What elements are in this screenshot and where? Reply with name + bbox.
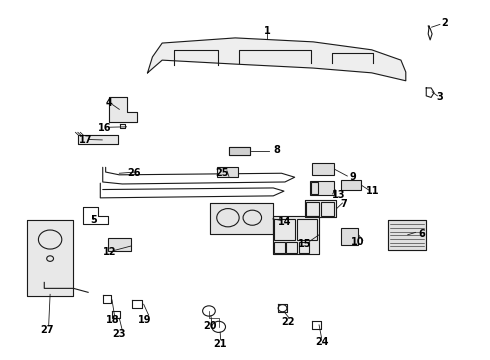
Text: 26: 26 [127, 168, 141, 178]
Polygon shape [305, 200, 336, 217]
Bar [296, 219, 317, 240]
Bar [311, 182, 318, 194]
Text: 10: 10 [351, 237, 365, 247]
Polygon shape [229, 147, 250, 154]
Text: 12: 12 [103, 247, 116, 257]
Polygon shape [147, 38, 406, 81]
Bar [310, 181, 334, 195]
Text: 8: 8 [273, 145, 280, 155]
Polygon shape [210, 203, 273, 234]
Text: 14: 14 [278, 217, 292, 227]
Polygon shape [27, 220, 74, 296]
Bar [321, 202, 334, 216]
Text: 18: 18 [106, 315, 119, 325]
Polygon shape [78, 135, 118, 144]
Text: 22: 22 [281, 317, 294, 327]
Bar [217, 167, 238, 177]
Text: 27: 27 [40, 325, 53, 335]
Text: 9: 9 [350, 172, 357, 182]
Bar [342, 180, 361, 189]
Bar [274, 219, 294, 240]
Text: 13: 13 [332, 190, 345, 200]
Text: 1: 1 [264, 26, 270, 36]
Bar [108, 238, 131, 251]
Text: 24: 24 [315, 337, 329, 347]
Text: 20: 20 [203, 321, 217, 331]
Text: 25: 25 [215, 168, 228, 178]
Text: 17: 17 [78, 135, 92, 144]
Bar [342, 228, 358, 245]
Polygon shape [388, 220, 426, 250]
Text: 11: 11 [366, 186, 379, 196]
Text: 3: 3 [437, 92, 443, 102]
Bar [274, 242, 285, 253]
Text: 6: 6 [418, 229, 425, 239]
Text: 15: 15 [298, 239, 311, 249]
Text: 16: 16 [98, 123, 111, 132]
Polygon shape [273, 216, 319, 254]
Text: 21: 21 [213, 338, 226, 348]
Text: 7: 7 [341, 199, 347, 209]
Text: 5: 5 [91, 216, 98, 225]
Bar [298, 242, 309, 253]
Polygon shape [109, 98, 137, 122]
Text: 23: 23 [113, 329, 126, 339]
Text: 4: 4 [105, 98, 112, 108]
Bar [287, 242, 297, 253]
Bar [306, 202, 319, 216]
Text: 19: 19 [138, 315, 152, 325]
Text: 2: 2 [441, 18, 448, 28]
Bar [312, 163, 334, 175]
